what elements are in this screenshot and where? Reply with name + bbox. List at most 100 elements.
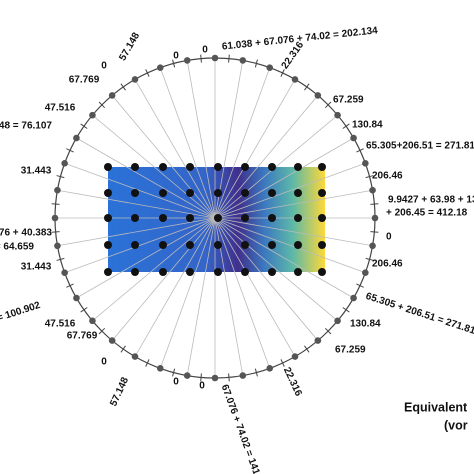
boundary-node (61, 269, 68, 277)
spoke (214, 137, 354, 219)
boundary-node (61, 159, 68, 167)
tick (304, 83, 310, 91)
grid-node (241, 241, 249, 249)
grid-node (294, 268, 302, 276)
grid-node (318, 189, 326, 197)
grid-node (104, 214, 112, 222)
edge-label: 0 (173, 377, 179, 388)
boundary-node (73, 134, 80, 142)
grid-node (159, 214, 167, 222)
grid-node (131, 268, 139, 276)
tick (254, 59, 258, 68)
tick (280, 69, 285, 77)
tick (56, 175, 65, 179)
grid-node (104, 189, 112, 197)
boundary-node (73, 294, 80, 302)
edge-label: 130.84 (350, 319, 381, 330)
grid-node (214, 241, 222, 249)
grid-node (186, 241, 194, 249)
boundary-node (156, 365, 164, 372)
grid-node (241, 268, 249, 276)
tick (172, 368, 176, 377)
spoke (64, 217, 216, 274)
tick (56, 257, 65, 261)
tick (254, 368, 258, 377)
edge-label: 0 (202, 45, 208, 56)
boundary-node (369, 242, 376, 250)
edge-label: 67.259 (333, 95, 364, 106)
tick (370, 231, 379, 233)
spoke (76, 217, 216, 299)
grid-node (104, 163, 112, 171)
tick (324, 101, 332, 109)
boundary-node (362, 269, 369, 277)
boundary-node (266, 365, 274, 372)
boundary-node (183, 57, 191, 64)
boundary-node (131, 76, 139, 83)
grid-node (186, 268, 194, 276)
edge-label: 206.46 (372, 171, 403, 182)
spoke (214, 114, 338, 219)
tick (342, 307, 350, 313)
tick (51, 203, 60, 205)
edge-label: 47.516 (45, 103, 76, 114)
grid-node (318, 163, 326, 171)
edge-label: 57.148 (108, 375, 131, 408)
tick (228, 373, 230, 382)
spoke (111, 95, 216, 219)
edge-label: 54.048 = 100.902 (0, 300, 42, 335)
tick (120, 345, 126, 353)
spoke (57, 217, 216, 247)
boundary-node (108, 337, 116, 344)
grid-node (131, 214, 139, 222)
spoke (159, 217, 216, 369)
edge-label: 130.84 (352, 120, 383, 131)
tick (365, 257, 374, 261)
grid-node (186, 189, 194, 197)
boundary-node (334, 111, 341, 119)
tick (145, 69, 150, 77)
tick (365, 175, 374, 179)
boundary-node (54, 186, 61, 194)
tick (66, 283, 74, 288)
spoke (186, 217, 216, 376)
boundary-node (239, 57, 247, 64)
grid-node (268, 241, 276, 249)
edge-label: 67.769 (69, 75, 100, 86)
grid-node (241, 214, 249, 222)
edge-label: = 64.659 (0, 242, 34, 253)
tick (145, 359, 150, 367)
grid-node (318, 241, 326, 249)
spoke (214, 189, 373, 219)
boundary-node (350, 134, 357, 142)
boundary-node (108, 92, 116, 99)
grid-node (318, 214, 326, 222)
grid-node (159, 241, 167, 249)
tick (304, 345, 310, 353)
boundary-node (334, 317, 341, 325)
grid-node (294, 214, 302, 222)
boundary-node (131, 353, 139, 360)
grid-node (268, 268, 276, 276)
spoke (214, 217, 354, 299)
spoke (214, 79, 296, 219)
tick (200, 373, 202, 382)
grid-node (214, 268, 222, 276)
tick (80, 123, 88, 129)
boundary-node (314, 92, 322, 99)
spoke (134, 79, 216, 219)
spoke (214, 217, 366, 274)
grid-node (214, 163, 222, 171)
tick (356, 283, 364, 288)
spoke (214, 217, 338, 322)
edge-label: 0 (101, 61, 107, 72)
grid-node (268, 214, 276, 222)
edge-label: + 206.45 = 412.18 (386, 208, 468, 219)
spoke (92, 114, 216, 219)
edge-label: 0 (101, 357, 107, 368)
edge-label: 0 (199, 381, 205, 392)
grid-node (318, 268, 326, 276)
tick (66, 148, 74, 153)
grid-node (104, 268, 112, 276)
edge-label: 67.769 (67, 331, 98, 342)
